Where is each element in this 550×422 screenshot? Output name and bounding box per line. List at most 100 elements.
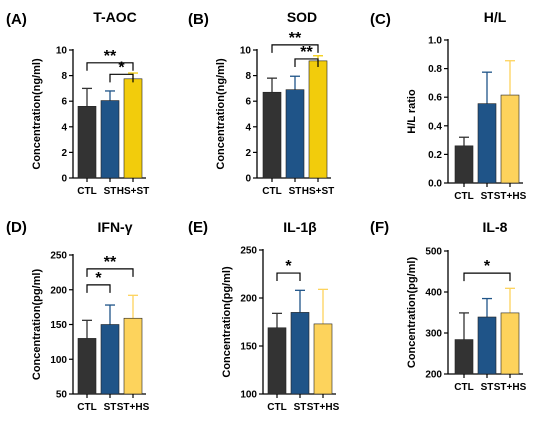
bar [313, 323, 333, 395]
bar [454, 145, 474, 184]
y-tick-label: 0.2 [428, 150, 442, 161]
significance-label: ** [104, 48, 117, 65]
bar [123, 317, 143, 395]
bar [308, 60, 328, 179]
y-tick-label: 8 [245, 71, 251, 82]
y-tick-label: 0.8 [428, 64, 442, 75]
chart-title: SOD [287, 9, 317, 25]
x-tick-label: CTL [267, 402, 286, 413]
chart-title: IL-1β [283, 219, 317, 235]
panel-letter: (D) [6, 219, 27, 236]
panel-letter: (B) [188, 11, 209, 28]
significance-bracket [276, 272, 301, 282]
x-tick-label: HS+ST [302, 186, 335, 197]
significance-label: * [484, 258, 491, 275]
y-tick-label: 2 [61, 148, 67, 159]
y-tick-label: 250 [240, 246, 257, 257]
y-tick-label: 0 [245, 174, 251, 185]
chart-panel-4: (D) IFN-γ Concentration(pg/ml) 50 100 150 200 2… [6, 219, 150, 413]
x-tick-label: ST [294, 402, 307, 413]
x-tick-label: ST [481, 382, 494, 393]
chart-panel-2: (B) SOD Concentration(ng/ml) 0 2 4 6 8 10 CTL ST HS… [188, 9, 334, 197]
x-tick-label: ST+HS [494, 382, 527, 393]
y-tick-label: 300 [425, 329, 442, 340]
panel-letter: (F) [370, 219, 389, 236]
significance-bracket [86, 284, 111, 293]
bar [454, 339, 474, 375]
y-tick-label: 400 [425, 288, 442, 299]
x-tick-label: CTL [262, 186, 281, 197]
chart-title: H/L [484, 9, 507, 25]
y-tick-label: 0.6 [428, 93, 442, 104]
chart-panel-6: (F) IL-8 Concentration(pg/ml) 200 300 400 500 C… [370, 219, 527, 393]
significance-bracket [109, 73, 134, 83]
x-tick-label: CTL [77, 402, 96, 413]
significance-label: ** [104, 254, 117, 271]
y-tick-label: 0 [61, 174, 67, 185]
x-tick-label: ST [481, 191, 494, 202]
chart-panel-3: (C) H/L H/L ratio 0.0 0.2 0.4 0.6 0.8 1.0 CTL ST ST… [370, 9, 527, 202]
bar [285, 89, 305, 179]
x-tick-label: ST+HS [494, 191, 527, 202]
y-tick-label: 100 [50, 355, 67, 366]
y-tick-label: 150 [240, 342, 257, 353]
y-tick-label: 4 [245, 122, 251, 133]
x-tick-label: ST [289, 186, 302, 197]
chart-panel-1: (A) T-AOC Concentration(ng/ml) 0 2 4 6 8 10 CTL ST… [6, 9, 149, 197]
significance-bracket [86, 62, 134, 71]
y-tick-label: 150 [50, 320, 67, 331]
y-tick-label: 500 [425, 247, 442, 258]
bar [477, 103, 497, 184]
y-tick-label: 0.0 [428, 179, 442, 190]
y-tick-label: 100 [240, 390, 257, 401]
x-tick-label: HS+ST [117, 186, 150, 197]
panel-letter: (A) [6, 11, 27, 28]
y-axis-label: Concentration(ng/ml) [215, 58, 227, 170]
bar [262, 91, 282, 179]
panel-letter: (E) [188, 219, 208, 236]
bar [267, 327, 287, 395]
bar [290, 312, 310, 395]
y-tick-label: 200 [425, 370, 442, 381]
x-tick-label: ST+HS [307, 402, 340, 413]
significance-bracket [86, 268, 134, 277]
x-tick-label: ST [104, 402, 117, 413]
bar [77, 106, 97, 179]
significance-bracket [463, 272, 511, 282]
significance-label: ** [300, 44, 313, 61]
y-axis-label: Concentration(pg/ml) [406, 257, 418, 369]
y-tick-label: 50 [56, 390, 68, 401]
y-axis-label: Concentration(pg/ml) [31, 269, 43, 381]
y-tick-label: 8 [61, 71, 67, 82]
y-tick-label: 200 [50, 285, 67, 296]
bar [100, 100, 120, 179]
y-tick-label: 6 [245, 97, 251, 108]
y-tick-label: 2 [245, 148, 251, 159]
bar [100, 324, 120, 395]
panel-letter: (C) [370, 11, 391, 28]
y-axis-label: Concentration(ng/ml) [31, 58, 43, 170]
y-axis-label: Concentration(pg/ml) [221, 266, 233, 378]
y-tick-label: 0.4 [428, 121, 442, 132]
x-tick-label: ST [104, 186, 117, 197]
significance-label: * [118, 59, 125, 76]
x-tick-label: CTL [77, 186, 96, 197]
y-tick-label: 10 [56, 46, 68, 57]
x-tick-label: ST+HS [117, 402, 150, 413]
y-tick-label: 10 [240, 46, 252, 57]
x-tick-label: CTL [454, 191, 473, 202]
chart-title: IFN-γ [98, 219, 133, 235]
significance-label: * [95, 270, 102, 287]
y-tick-label: 6 [61, 97, 67, 108]
chart-title: IL-8 [483, 219, 508, 235]
y-axis-label: H/L ratio [406, 89, 418, 134]
bar [500, 94, 520, 184]
y-tick-label: 1.0 [428, 36, 442, 47]
bar [123, 78, 143, 179]
y-tick-label: 250 [50, 251, 67, 262]
chart-title: T-AOC [93, 9, 137, 25]
y-tick-label: 200 [240, 294, 257, 305]
significance-label: ** [289, 30, 302, 47]
significance-bracket [294, 58, 319, 67]
